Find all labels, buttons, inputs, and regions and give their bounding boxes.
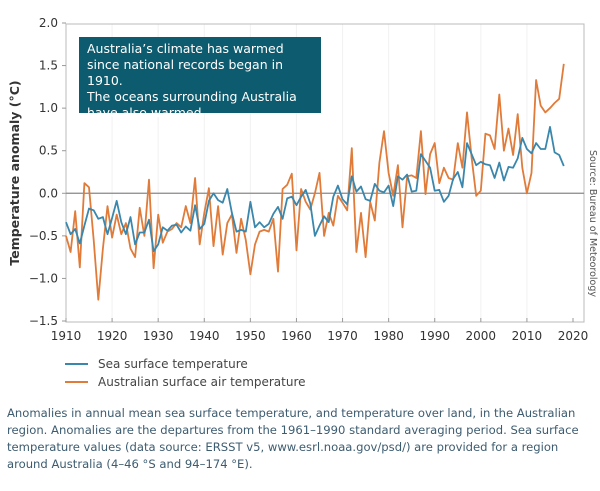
callout-line: have also warmed. (87, 105, 206, 120)
temperature-anomaly-chart: 2.0 1.5 1.0 0.5 0.0 −0.5 −1.0 −1.5 1910 1920 1930… (7, 16, 598, 343)
y-tick-label: −1.0 (29, 271, 58, 285)
callout-line: Australia’s climate has warmed (87, 41, 284, 56)
legend-label: Sea surface temperature (98, 357, 248, 371)
x-tick-label: 1980 (373, 329, 404, 343)
legend-swatch-air (65, 381, 88, 383)
y-tick-label: 1.0 (39, 101, 58, 115)
legend-item-sst: Sea surface temperature (65, 355, 306, 373)
series-line-sea-surface (65, 126, 565, 253)
y-tick-label: −0.5 (29, 229, 58, 243)
x-tick-label: 1910 (51, 329, 82, 343)
source-note: Source: Bureau of Meteorology (587, 150, 598, 297)
callout-line: since national records began in 1910. (87, 57, 284, 88)
x-axis: 1910 1920 1930 1940 1950 1960 1970 1980 1990 2000… (51, 318, 589, 343)
callout-box: Australia’s climate has warmed since nat… (79, 37, 321, 120)
x-tick-label: 2000 (466, 329, 497, 343)
x-tick-label: 2010 (512, 329, 543, 343)
legend-item-air: Australian surface air temperature (65, 373, 306, 391)
y-tick-label: 2.0 (39, 16, 58, 30)
x-tick-label: 1960 (281, 329, 312, 343)
x-tick-label: 1970 (327, 329, 358, 343)
callout-line: The oceans surrounding Australia (87, 89, 297, 104)
legend: Sea surface temperature Australian surfa… (65, 355, 306, 391)
series-line-air-temperature (65, 63, 565, 301)
legend-label: Australian surface air temperature (98, 375, 306, 389)
x-tick-label: 1940 (189, 329, 220, 343)
x-tick-label: 1990 (419, 329, 450, 343)
plot-frame (65, 23, 585, 323)
y-tick-label: 0.0 (39, 186, 58, 200)
x-tick-label: 1950 (235, 329, 266, 343)
x-tick-label: 2020 (558, 329, 589, 343)
x-tick-label: 1920 (97, 329, 128, 343)
y-axis-label: Temperature anomaly (°C) (7, 80, 22, 265)
figure-caption: Anomalies in annual mean sea surface tem… (7, 406, 579, 471)
x-tick-label: 1930 (143, 329, 174, 343)
y-tick-label: 1.5 (39, 59, 58, 73)
y-tick-label: 0.5 (39, 144, 58, 158)
y-tick-label: −1.5 (29, 314, 58, 328)
y-axis: 2.0 1.5 1.0 0.5 0.0 −0.5 −1.0 −1.5 (29, 16, 66, 328)
legend-swatch-sst (65, 363, 88, 365)
